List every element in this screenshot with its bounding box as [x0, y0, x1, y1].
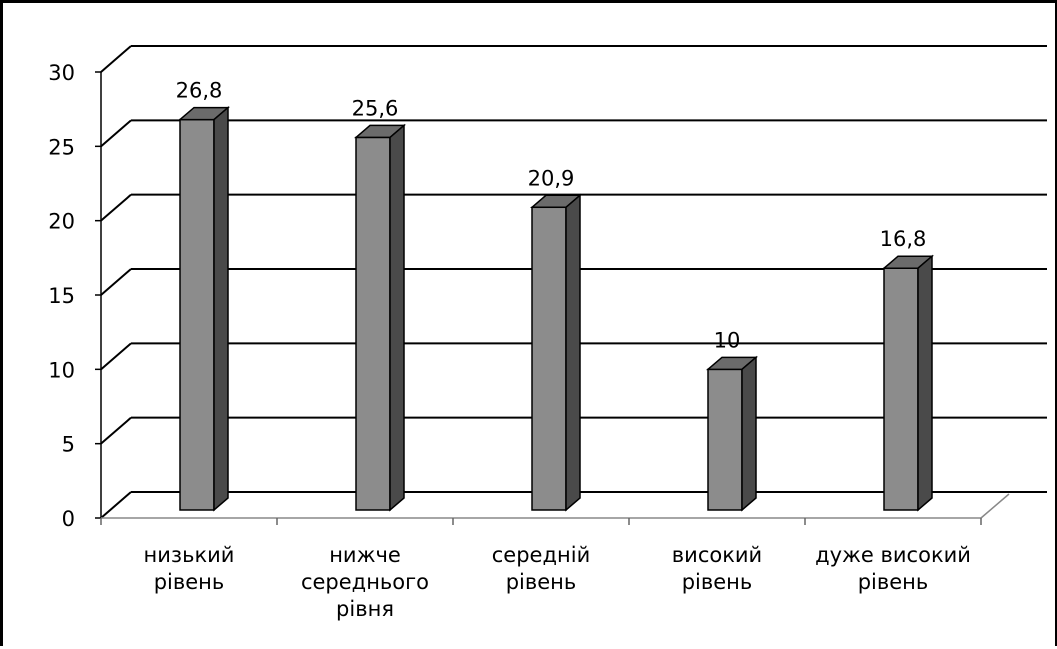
- x-tick-label: низький рівень: [144, 543, 235, 594]
- x-tick-label-line: дуже високий: [815, 543, 971, 567]
- bar: [355, 136, 391, 511]
- left-wall-gridline: [100, 45, 132, 73]
- bar-side-face: [741, 355, 757, 512]
- x-tick-label: дуже високий рівень: [815, 543, 971, 594]
- bar: [883, 267, 919, 511]
- x-tick-label: високий рівень: [672, 543, 762, 594]
- left-wall-gridline: [100, 491, 132, 519]
- left-wall-gridline: [100, 268, 132, 296]
- y-tick-label: 25: [48, 135, 75, 159]
- data-label: 26,8: [176, 79, 223, 103]
- x-tick-label-line: рівня: [336, 597, 394, 621]
- data-label: 25,6: [352, 96, 399, 120]
- y-tick-label: 0: [62, 507, 75, 531]
- x-tick-label-line: середнього: [301, 570, 429, 594]
- y-tick-label: 20: [48, 210, 75, 234]
- floor-right-edge: [980, 493, 1010, 519]
- x-tick-label-line: рівень: [506, 570, 577, 594]
- x-tick-label-line: рівень: [682, 570, 753, 594]
- data-label: 20,9: [528, 166, 575, 190]
- bar-side-face: [389, 123, 405, 512]
- x-tick-label-line: нижче: [329, 543, 401, 567]
- y-tick-label: 10: [48, 358, 75, 382]
- bar: [531, 206, 567, 511]
- left-wall-gridline: [100, 416, 132, 445]
- x-tick-label-line: рівень: [858, 570, 929, 594]
- left-wall-gridline: [100, 193, 132, 222]
- bar-chart: 0 5 10 15 20 25 30 26,8 низький рівень 25,6 нижче се…: [48, 45, 1047, 621]
- x-tick-label-line: високий: [672, 543, 762, 567]
- y-tick-label: 30: [48, 61, 75, 85]
- x-tick-label: нижче середнього рівня: [301, 543, 429, 621]
- bar-side-face: [917, 254, 933, 512]
- x-tick-label: середній рівень: [492, 543, 590, 594]
- bar-side-face: [565, 193, 581, 512]
- y-tick-label: 5: [62, 433, 75, 457]
- x-tick-label-line: низький: [144, 543, 235, 567]
- bar: [179, 118, 215, 511]
- bar: [707, 368, 743, 511]
- bar-side-face: [213, 105, 229, 512]
- data-label: 10: [714, 328, 741, 352]
- x-tick-label-line: рівень: [154, 570, 225, 594]
- left-wall-gridline: [100, 119, 132, 148]
- data-label: 16,8: [880, 227, 927, 251]
- left-wall-gridline: [100, 342, 132, 371]
- y-tick-label: 15: [48, 284, 75, 308]
- x-tick-label-line: середній: [492, 543, 590, 567]
